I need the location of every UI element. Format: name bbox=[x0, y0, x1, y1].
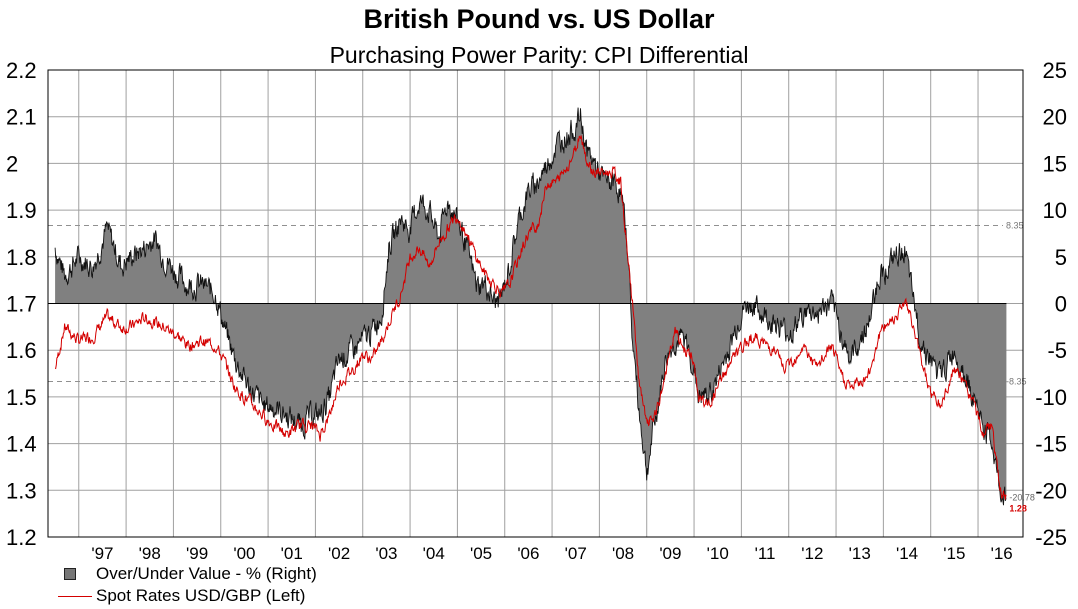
x-tick-label: '06 bbox=[517, 544, 539, 563]
spot-rate-line-series bbox=[54, 135, 1007, 500]
right-axis-tick-label: -20 bbox=[1035, 478, 1067, 503]
left-axis-tick-label: 2 bbox=[6, 151, 18, 176]
left-axis-tick-label: 1.9 bbox=[6, 198, 37, 223]
x-tick-label: '07 bbox=[565, 544, 587, 563]
axes bbox=[47, 69, 1024, 538]
x-tick-label: '04 bbox=[423, 544, 445, 563]
over-under-end-label: -20.78 bbox=[1009, 493, 1035, 503]
over-under-area-series bbox=[48, 107, 1007, 506]
legend-item-over-under: Over/Under Value - % (Right) bbox=[58, 563, 317, 585]
right-axis-tick-label: 5 bbox=[1055, 245, 1067, 270]
reference-line-label: -8.35 bbox=[1006, 376, 1027, 386]
left-axis-tick-label: 1.2 bbox=[6, 525, 37, 550]
x-tick-label: '16 bbox=[991, 544, 1013, 563]
legend: Over/Under Value - % (Right) Spot Rates … bbox=[58, 563, 317, 607]
area-swatch-icon bbox=[64, 568, 76, 580]
right-axis-tick-label: -10 bbox=[1035, 385, 1067, 410]
x-tick-label: '05 bbox=[470, 544, 492, 563]
line-swatch-icon bbox=[58, 595, 92, 597]
x-tick-label: '15 bbox=[943, 544, 965, 563]
x-tick-label: '00 bbox=[233, 544, 255, 563]
left-axis-tick-label: 2.1 bbox=[6, 105, 37, 130]
over-under-area bbox=[55, 107, 1007, 506]
right-axis-tick-label: 25 bbox=[1043, 58, 1067, 83]
spot-rate-line bbox=[54, 135, 1007, 500]
chart-subtitle: Purchasing Power Parity: CPI Differentia… bbox=[329, 42, 749, 68]
x-tick-label: '99 bbox=[186, 544, 208, 563]
legend-label-over-under: Over/Under Value - % (Right) bbox=[96, 564, 317, 583]
x-tick-label: '13 bbox=[849, 544, 871, 563]
reference-line-label: 8.35 bbox=[1006, 221, 1024, 231]
x-tick-label: '98 bbox=[139, 544, 161, 563]
spot-rate-end-label: 1.28 bbox=[1009, 504, 1027, 514]
left-axis-tick-label: 1.6 bbox=[6, 338, 37, 363]
right-axis-tick-label: 10 bbox=[1043, 198, 1067, 223]
x-tick-label: '11 bbox=[755, 544, 776, 563]
left-axis-tick-label: 1.4 bbox=[6, 432, 37, 457]
left-axis-tick-label: 1.8 bbox=[6, 245, 37, 270]
chart-title: British Pound vs. US Dollar bbox=[363, 4, 715, 34]
x-tick-label: '03 bbox=[375, 544, 397, 563]
x-tick-label: '02 bbox=[328, 544, 350, 563]
right-axis-tick-label: -15 bbox=[1035, 432, 1067, 457]
x-tick-label: '97 bbox=[91, 544, 113, 563]
left-axis-tick-label: 1.3 bbox=[6, 478, 37, 503]
x-tick-label: '14 bbox=[896, 544, 918, 563]
legend-label-spot-rate: Spot Rates USD/GBP (Left) bbox=[96, 586, 306, 605]
x-tick-label: '01 bbox=[281, 544, 303, 563]
legend-item-spot-rate: Spot Rates USD/GBP (Left) bbox=[58, 585, 317, 607]
x-tick-label: '09 bbox=[659, 544, 681, 563]
left-axis-tick-label: 1.5 bbox=[6, 385, 37, 410]
right-axis-tick-label: 20 bbox=[1043, 105, 1067, 130]
right-axis-tick-label: 15 bbox=[1043, 151, 1067, 176]
right-axis-tick-label: -25 bbox=[1035, 525, 1067, 550]
right-axis-tick-label: 0 bbox=[1055, 292, 1067, 317]
plot-border bbox=[47, 69, 1024, 538]
axis-tick-labels: -20.781.28 1.2 1.3 1.4 1.5 1.6 1.7 1.8 1.9 2 2.1 2.… bbox=[6, 58, 1067, 563]
x-tick-label: '08 bbox=[612, 544, 634, 563]
x-tick-label: '12 bbox=[801, 544, 823, 563]
right-axis-tick-label: -5 bbox=[1047, 338, 1067, 363]
left-axis-tick-label: 1.7 bbox=[6, 292, 37, 317]
x-tick-label: '10 bbox=[707, 544, 729, 563]
left-axis-tick-label: 2.2 bbox=[6, 58, 37, 83]
